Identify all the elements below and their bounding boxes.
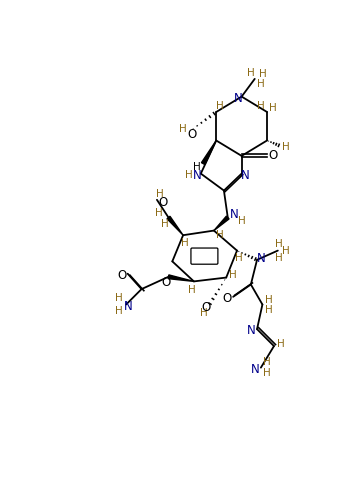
Text: H: H xyxy=(266,305,273,315)
Text: H: H xyxy=(257,101,265,111)
Text: H: H xyxy=(238,216,245,226)
Text: H: H xyxy=(115,306,122,316)
Text: N: N xyxy=(234,91,242,105)
Text: H: H xyxy=(269,103,277,113)
Text: H: H xyxy=(236,253,243,263)
Text: H: H xyxy=(216,101,224,111)
Text: H: H xyxy=(277,339,285,349)
Text: O: O xyxy=(117,269,126,282)
Text: N: N xyxy=(247,324,256,337)
Polygon shape xyxy=(167,216,183,235)
Text: O: O xyxy=(222,292,232,305)
Polygon shape xyxy=(214,216,229,231)
Text: N: N xyxy=(241,168,250,181)
Text: H: H xyxy=(275,239,283,248)
Polygon shape xyxy=(168,275,194,281)
Text: N: N xyxy=(192,168,201,181)
Text: H: H xyxy=(156,189,164,199)
Text: H: H xyxy=(257,79,265,88)
Text: N: N xyxy=(229,208,238,221)
Text: H: H xyxy=(193,162,201,171)
Text: H: H xyxy=(216,230,224,240)
FancyBboxPatch shape xyxy=(191,248,218,264)
Text: H: H xyxy=(200,308,208,318)
Text: H: H xyxy=(179,124,187,134)
Text: H: H xyxy=(115,293,122,303)
Text: N: N xyxy=(251,363,260,376)
Text: O: O xyxy=(188,128,197,141)
Polygon shape xyxy=(202,141,216,165)
Text: H: H xyxy=(263,368,271,378)
Text: O: O xyxy=(161,276,171,289)
Text: H: H xyxy=(282,142,290,152)
Text: H: H xyxy=(188,285,196,295)
Text: H: H xyxy=(266,295,273,305)
Text: N: N xyxy=(256,252,265,265)
Text: Abs: Abs xyxy=(195,252,214,262)
Text: O: O xyxy=(202,301,211,314)
Text: H: H xyxy=(228,270,236,280)
Text: O: O xyxy=(158,196,168,209)
Text: H: H xyxy=(155,208,163,218)
Text: H: H xyxy=(282,247,290,256)
Text: H: H xyxy=(275,252,283,262)
Text: H: H xyxy=(181,238,188,248)
Text: H: H xyxy=(247,68,255,78)
Text: O: O xyxy=(269,149,278,162)
Text: N: N xyxy=(124,300,133,313)
Text: H: H xyxy=(185,170,193,180)
Text: H: H xyxy=(258,69,266,79)
Text: H: H xyxy=(161,219,168,230)
Text: H: H xyxy=(263,357,271,367)
